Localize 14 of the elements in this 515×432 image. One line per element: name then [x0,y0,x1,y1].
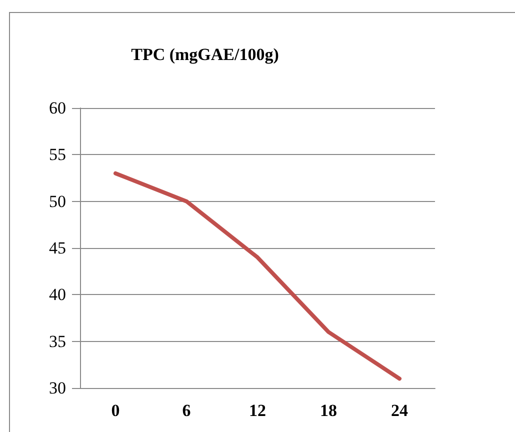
y-tick-label: 60 [49,98,66,118]
x-tick-label: 6 [182,401,191,420]
chart-title: TPC (mgGAE/100g) [131,45,279,64]
x-tick-label: 12 [249,401,266,420]
y-tick-label: 40 [49,285,66,304]
x-tick-label: 18 [320,401,337,420]
y-tick-label: 35 [49,332,66,351]
x-tick-label: 0 [111,401,120,420]
y-tick-label: 50 [49,192,66,211]
y-tick-label: 45 [49,238,66,258]
line-series [114,171,402,381]
x-tick-label: 24 [391,401,408,420]
y-tick-label: 30 [49,378,66,398]
y-tick-label: 55 [49,145,66,164]
